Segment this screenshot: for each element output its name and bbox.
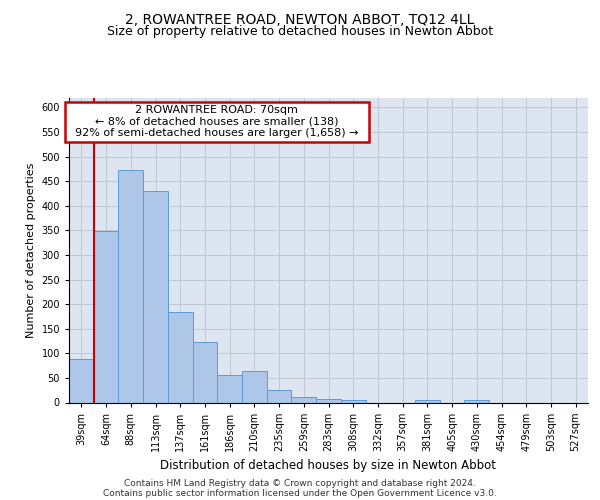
Bar: [69, 359, 94, 403]
Bar: [464, 400, 489, 402]
Bar: [267, 390, 292, 402]
Y-axis label: Number of detached properties: Number of detached properties: [26, 162, 36, 338]
Text: 2, ROWANTREE ROAD, NEWTON ABBOT, TQ12 4LL: 2, ROWANTREE ROAD, NEWTON ABBOT, TQ12 4L…: [125, 12, 475, 26]
Bar: [292, 396, 316, 402]
Bar: [415, 400, 440, 402]
Bar: [94, 232, 118, 402]
Text: Size of property relative to detached houses in Newton Abbot: Size of property relative to detached ho…: [107, 25, 493, 38]
X-axis label: Distribution of detached houses by size in Newton Abbot: Distribution of detached houses by size …: [161, 460, 497, 472]
Bar: [168, 312, 193, 402]
Bar: [143, 191, 168, 402]
Bar: [242, 370, 267, 402]
Bar: [316, 398, 341, 402]
Bar: [193, 342, 217, 402]
Bar: [341, 400, 365, 402]
Bar: [217, 376, 242, 402]
Text: Contains public sector information licensed under the Open Government Licence v3: Contains public sector information licen…: [103, 488, 497, 498]
Text: Contains HM Land Registry data © Crown copyright and database right 2024.: Contains HM Land Registry data © Crown c…: [124, 478, 476, 488]
Text: 2 ROWANTREE ROAD: 70sqm  
  ← 8% of detached houses are smaller (138)  
  92% of: 2 ROWANTREE ROAD: 70sqm ← 8% of detached…: [68, 105, 365, 138]
Bar: [118, 170, 143, 402]
